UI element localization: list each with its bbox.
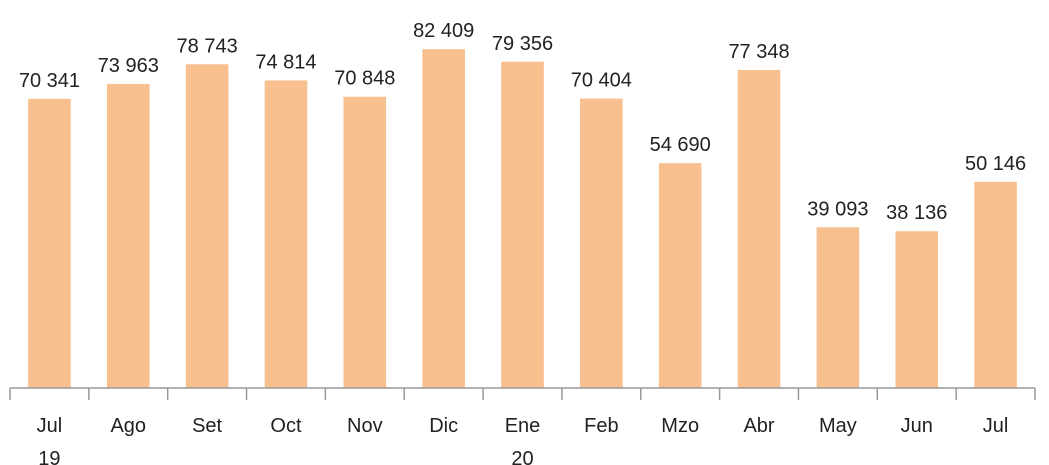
bar bbox=[185, 64, 229, 388]
bar bbox=[343, 96, 387, 389]
value-label: 74 814 bbox=[255, 51, 316, 73]
bar bbox=[106, 83, 150, 389]
bar bbox=[974, 181, 1017, 388]
bar bbox=[28, 98, 71, 388]
x-tick-label: Feb bbox=[584, 415, 619, 437]
x-tick-label: Nov bbox=[347, 415, 383, 437]
bar bbox=[737, 70, 781, 388]
value-label: 70 404 bbox=[571, 70, 632, 92]
value-label: 50 146 bbox=[965, 153, 1026, 175]
x-tick-label: May bbox=[818, 415, 857, 437]
x-tick-label: Abr bbox=[743, 415, 775, 437]
x-tick-label: Oct bbox=[270, 415, 302, 437]
x-tick-label: Ene 20 bbox=[504, 415, 541, 465]
x-tick-label: Jul bbox=[982, 415, 1009, 437]
value-label: 78 743 bbox=[177, 35, 238, 57]
value-label: 70 848 bbox=[334, 68, 395, 90]
value-label: 39 093 bbox=[807, 198, 868, 220]
x-tick-label: Ago bbox=[110, 415, 147, 437]
value-label: 79 356 bbox=[492, 33, 553, 55]
value-label: 82 409 bbox=[413, 20, 474, 42]
bar bbox=[895, 231, 939, 388]
value-label: 77 348 bbox=[728, 41, 789, 63]
bar bbox=[264, 80, 308, 388]
x-tick-label: Set bbox=[192, 415, 223, 437]
bar bbox=[816, 227, 860, 388]
x-tick-label: Jun bbox=[900, 415, 933, 437]
x-tick-label: Jul 19 bbox=[36, 415, 63, 465]
x-tick-label: Dic bbox=[429, 415, 459, 437]
bar bbox=[501, 61, 544, 388]
value-label: 70 341 bbox=[19, 70, 80, 92]
value-label: 73 963 bbox=[98, 55, 159, 77]
bar bbox=[658, 163, 702, 388]
bar bbox=[422, 49, 465, 388]
value-label: 38 136 bbox=[886, 202, 947, 224]
x-tick-label: Mzo bbox=[661, 415, 700, 437]
bar bbox=[580, 98, 623, 388]
value-label: 54 690 bbox=[650, 134, 711, 156]
